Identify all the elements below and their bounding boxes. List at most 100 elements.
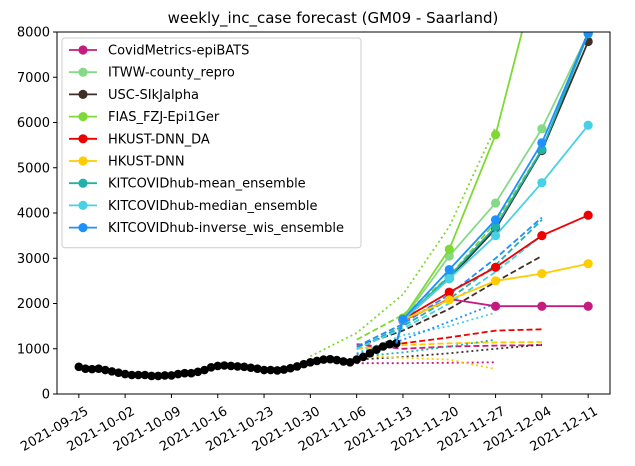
series-3-dotted-line <box>309 126 497 358</box>
legend-label: KITCOVIDhub-median_ensemble <box>108 199 318 214</box>
series-8-point-4 <box>583 32 593 38</box>
legend-label: HKUST-DNN <box>108 155 185 170</box>
series-8-dashed-line <box>356 216 543 348</box>
legend-marker-8 <box>78 223 88 233</box>
observed-point-9 <box>134 370 143 380</box>
series-6-dashed-line <box>356 219 543 350</box>
observed-point-44 <box>365 348 375 358</box>
observed-point-39 <box>332 355 342 365</box>
y-tick-label: 1000 <box>17 342 50 357</box>
series-8-point-3 <box>537 138 547 148</box>
observed-point-24 <box>233 362 242 371</box>
observed-point-5 <box>107 367 117 376</box>
series-0-dotted-line <box>356 361 496 365</box>
series-4-point-2 <box>490 262 501 272</box>
legend-label: ITWW-county_repro <box>108 66 235 81</box>
legend-label: HKUST-DNN_DA <box>108 132 210 147</box>
observed-point-34 <box>299 359 309 369</box>
observed-point-2 <box>87 364 97 374</box>
observed-point-10 <box>140 370 150 380</box>
legend-label: KITCOVIDhub-inverse_wis_ensemble <box>108 221 344 236</box>
observed-point-33 <box>292 362 302 371</box>
observed-point-21 <box>213 361 223 371</box>
observed-point-4 <box>100 365 110 375</box>
series-7-point-3 <box>537 178 547 188</box>
series-5-point-3 <box>537 269 547 279</box>
series-3-point-2 <box>490 130 501 140</box>
legend-marker-4 <box>78 134 88 144</box>
series-2-dashed-line <box>356 255 543 348</box>
series-5-point-4 <box>583 259 593 269</box>
y-tick-label: 3000 <box>17 252 50 267</box>
observed-point-19 <box>200 365 209 375</box>
series-8-point-0 <box>398 314 408 324</box>
observed-point-43 <box>358 352 368 362</box>
observed-point-15 <box>173 369 183 379</box>
observed-point-42 <box>352 355 361 364</box>
legend-box <box>61 37 362 249</box>
observed-point-14 <box>167 371 176 380</box>
series-7-point-4 <box>583 120 593 130</box>
observed-point-1 <box>81 364 90 373</box>
series-8-point-1 <box>444 264 454 275</box>
observed-point-45 <box>372 345 381 354</box>
series-7-point-2 <box>490 231 501 241</box>
y-tick-label: 0 <box>42 388 50 403</box>
y-tick-label: 2000 <box>17 297 50 312</box>
observed-point-28 <box>259 365 269 375</box>
legend-marker-1 <box>78 67 88 77</box>
series-5-point-2 <box>490 276 501 286</box>
observed-point-11 <box>147 371 156 381</box>
observed-point-12 <box>153 371 163 381</box>
observed-point-37 <box>319 355 328 364</box>
series-4-point-4 <box>583 210 593 220</box>
y-tick-label: 6000 <box>17 116 50 131</box>
series-6-dotted-line <box>356 338 496 358</box>
y-tick-label: 8000 <box>17 26 50 41</box>
legend-label: CovidMetrics-epiBATS <box>108 44 249 59</box>
observed-point-18 <box>193 367 203 377</box>
observed-point-22 <box>220 361 229 370</box>
chart-title: weekly_inc_case forecast (GM09 - Saarlan… <box>168 9 499 28</box>
series-1-point-2 <box>490 198 501 208</box>
observed-point-7 <box>120 369 130 379</box>
y-tick-label: 5000 <box>17 161 50 176</box>
observed-point-3 <box>94 364 103 373</box>
observed-point-32 <box>286 363 295 373</box>
legend: CovidMetrics-epiBATS ITWW-county_repro USC… <box>61 37 362 249</box>
observed-point-30 <box>272 366 282 375</box>
observed-point-26 <box>246 363 256 373</box>
series-7-point-1 <box>444 274 454 284</box>
series-1-point-3 <box>537 124 547 134</box>
legend-marker-3 <box>78 112 88 122</box>
observed-point-23 <box>226 361 236 371</box>
observed-point-16 <box>180 368 189 378</box>
observed-point-29 <box>266 365 275 375</box>
observed-point-20 <box>206 363 216 372</box>
legend-marker-2 <box>78 89 88 99</box>
series-7-dotted-line <box>356 311 496 355</box>
series-0-point-4 <box>583 301 593 311</box>
legend-label: KITCOVIDhub-mean_ensemble <box>108 177 306 192</box>
observed-point-47 <box>385 339 395 349</box>
series-6-point-2 <box>490 221 501 232</box>
series-4-point-1 <box>444 287 454 297</box>
observed-point-38 <box>325 354 335 364</box>
observed-point-27 <box>253 364 262 373</box>
observed-point-46 <box>378 342 388 351</box>
series-8-point-2 <box>490 215 501 225</box>
observed-point-17 <box>186 368 196 378</box>
legend-marker-7 <box>78 200 88 210</box>
legend-label: FIAS_FZJ-Epi1Ger <box>108 110 220 125</box>
series-5-dotted-line <box>356 354 496 370</box>
observed-point-31 <box>279 365 289 374</box>
series-0-point-3 <box>537 301 547 311</box>
series-5-point-1 <box>444 295 454 305</box>
series-3-point-1 <box>444 244 454 254</box>
observed-point-13 <box>160 371 170 380</box>
observed-point-36 <box>312 356 322 366</box>
observed-point-0 <box>74 362 84 372</box>
legend-marker-0 <box>78 45 88 55</box>
legend-marker-6 <box>78 178 88 188</box>
